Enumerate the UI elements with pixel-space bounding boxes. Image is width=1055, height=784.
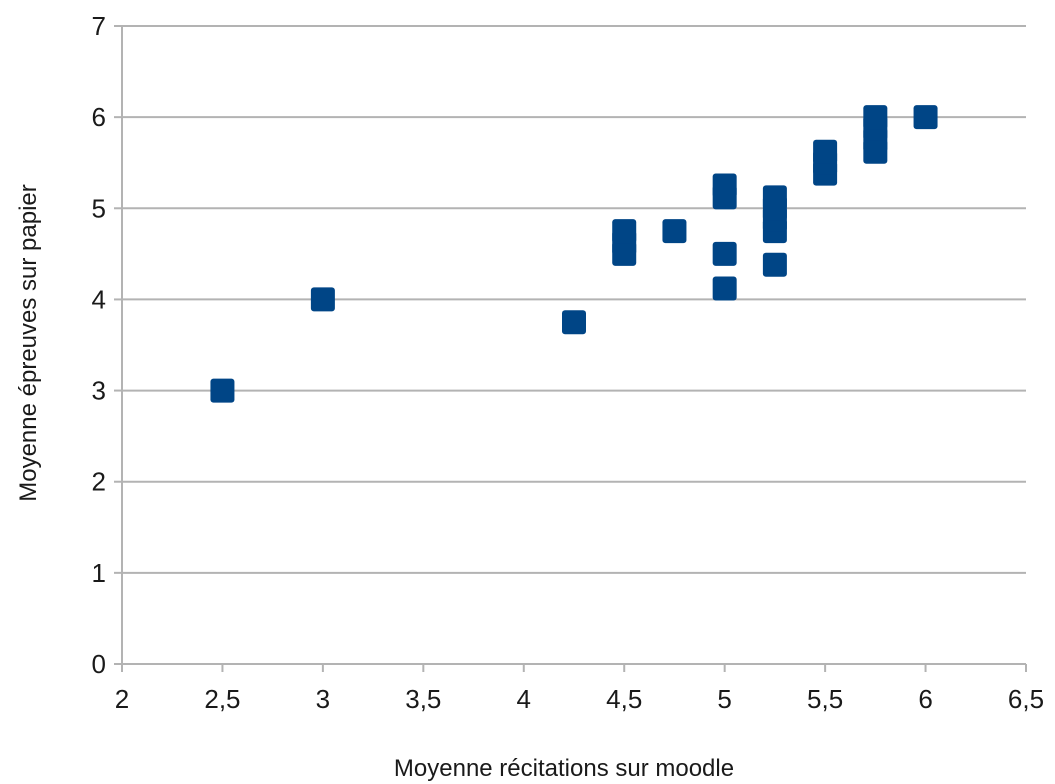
y-tick-label: 5: [92, 193, 106, 223]
x-tick-label: 4: [517, 684, 531, 714]
data-point: [863, 105, 888, 130]
data-point: [813, 139, 838, 164]
x-tick-label: 6,5: [1008, 684, 1044, 714]
y-tick-label: 3: [92, 376, 106, 406]
data-point: [762, 252, 787, 277]
x-tick-label: 5: [717, 684, 731, 714]
data-point: [310, 287, 335, 312]
x-tick-label: 6: [918, 684, 932, 714]
gridlines: [122, 25, 1026, 574]
data-point: [662, 219, 687, 244]
data-point: [712, 173, 737, 198]
data-point: [712, 276, 737, 301]
y-tick-label: 0: [92, 649, 106, 679]
y-tick-label: 7: [92, 11, 106, 41]
y-tick-label: 1: [92, 558, 106, 588]
data-point: [612, 219, 637, 244]
x-axis-ticks: 2 2,5 3 3,5 4 4,5 5 5,5 6 6,5: [115, 684, 1044, 714]
y-tick-label: 2: [92, 467, 106, 497]
data-point: [762, 185, 787, 210]
x-tick-label: 3,5: [405, 684, 441, 714]
data-point: [562, 310, 586, 335]
y-axis-ticks: 0 1 2 3 4 5 6 7: [92, 11, 106, 679]
x-tick-label: 2: [115, 684, 129, 714]
data-point: [913, 105, 938, 130]
data-point: [712, 241, 737, 266]
y-tick-label: 6: [92, 102, 106, 132]
x-tick-label: 4,5: [606, 684, 642, 714]
x-tick-label: 2,5: [204, 684, 240, 714]
x-tick-label: 5,5: [807, 684, 843, 714]
data-points: [210, 105, 938, 403]
x-tick-label: 3: [316, 684, 330, 714]
y-axis-title: Moyenne épreuves sur papier: [15, 184, 42, 502]
y-tick-label: 4: [92, 284, 106, 314]
axes: [114, 25, 1027, 672]
data-point: [210, 378, 235, 403]
x-axis-title: Moyenne récitations sur moodle: [394, 755, 734, 782]
